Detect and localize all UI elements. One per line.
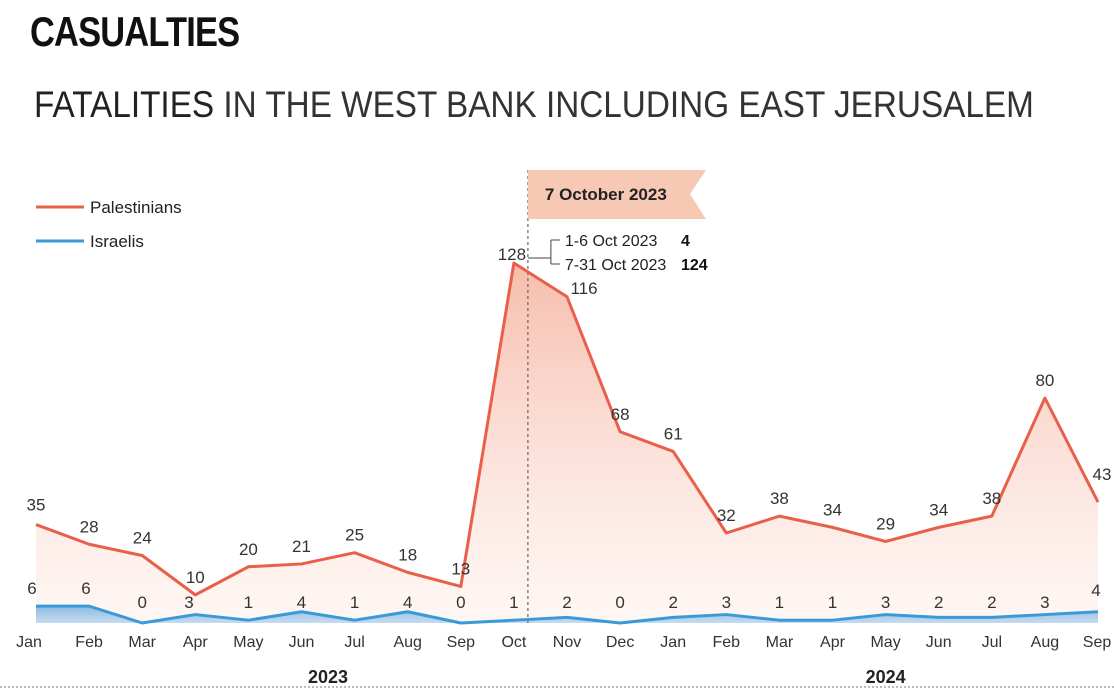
bottom-divider [0,686,1114,688]
palestinians-data-label: 38 [770,489,789,508]
israelis-data-label: 2 [987,593,996,612]
palestinians-data-label: 20 [239,540,258,559]
month-tick-label: Jun [289,634,315,651]
palestinians-data-label: 29 [876,514,895,533]
palestinians-data-label: 32 [717,506,736,525]
israelis-data-label: 4 [403,593,412,612]
palestinians-data-label: 24 [133,529,152,548]
israelis-data-label: 2 [668,593,677,612]
month-tick-label: Jul [344,634,364,651]
israelis-data-label: 2 [562,593,571,612]
month-tick-label: Sep [447,634,476,651]
october-split-label: 1-6 Oct 2023 [565,233,658,250]
israelis-data-label: 1 [509,593,518,612]
october-split-label: 7-31 Oct 2023 [565,257,667,274]
legend-label: Palestinians [90,198,182,217]
israelis-data-label: 1 [244,593,253,612]
october-split-value: 124 [681,257,708,274]
israelis-data-label: 3 [722,593,731,612]
israelis-data-label: 0 [137,593,146,612]
palestinians-data-label: 21 [292,537,311,556]
israelis-data-label: 4 [1091,581,1100,600]
palestinians-data-label: 61 [664,424,683,443]
chart-title-highlight: FATALITIES [34,84,215,125]
month-tick-label: Mar [766,634,794,651]
month-tick-label: Jan [16,634,42,651]
palestinians-data-label: 35 [27,496,46,515]
israelis-data-label: 2 [934,593,943,612]
israelis-data-label: 6 [81,579,90,598]
month-tick-label: Nov [553,634,581,651]
palestinians-data-label: 34 [929,500,948,519]
month-tick-label: Jan [660,634,686,651]
israelis-data-label: 1 [350,593,359,612]
palestinians-data-label: 128 [498,245,526,264]
year-tick-label: 2023 [308,667,348,687]
palestinians-data-label: 10 [186,568,205,587]
october-split-bracket [527,239,560,265]
palestinians-data-label: 38 [982,489,1001,508]
israelis-data-label: 3 [1040,593,1049,612]
month-tick-label: Aug [393,634,421,651]
year-tick-label: 2024 [866,667,906,687]
month-tick-label: May [870,634,900,651]
legend-label: Israelis [90,232,144,251]
israelis-data-label: 0 [456,593,465,612]
month-tick-label: Apr [820,634,846,651]
october-split-value: 4 [681,233,690,250]
israelis-data-label: 0 [615,593,624,612]
israelis-data-label: 6 [27,579,36,598]
palestinians-data-label: 18 [398,545,417,564]
month-tick-label: Jul [982,634,1002,651]
palestinians-data-label: 25 [345,526,364,545]
section-title: CASUALTIES [30,8,240,55]
israelis-data-label: 1 [828,593,837,612]
palestinians-data-label: 68 [611,405,630,424]
israelis-data-label: 1 [775,593,784,612]
month-tick-label: May [233,634,263,651]
month-tick-label: Aug [1031,634,1059,651]
palestinians-data-label: 28 [80,517,99,536]
month-tick-label: Feb [713,634,741,651]
israelis-area [36,606,1098,623]
month-tick-label: Mar [128,634,156,651]
palestinians-data-label: 13 [451,559,470,578]
israelis-data-label: 3 [184,593,193,612]
israelis-data-label: 3 [881,593,890,612]
october7-banner-label: 7 October 2023 [545,185,667,204]
israelis-data-label: 4 [297,593,306,612]
palestinians-data-label: 116 [570,279,597,298]
month-tick-label: Apr [183,634,209,651]
chart-title-rest: IN THE WEST BANK INCLUDING EAST JERUSALE… [214,84,1034,125]
chart-title: FATALITIES IN THE WEST BANK INCLUDING EA… [34,84,1034,126]
month-tick-label: Oct [501,634,526,651]
palestinians-data-label: 34 [823,500,842,519]
palestinians-data-label: 80 [1035,371,1054,390]
palestinians-data-label: 43 [1093,465,1112,484]
month-tick-label: Dec [606,634,634,651]
month-tick-label: Sep [1083,634,1112,651]
month-tick-label: Jun [926,634,952,651]
israelis-line [36,604,1099,625]
palestinians-area [36,263,1098,623]
month-tick-label: Feb [75,634,103,651]
october7-banner [527,170,706,219]
palestinians-line [35,261,1100,597]
